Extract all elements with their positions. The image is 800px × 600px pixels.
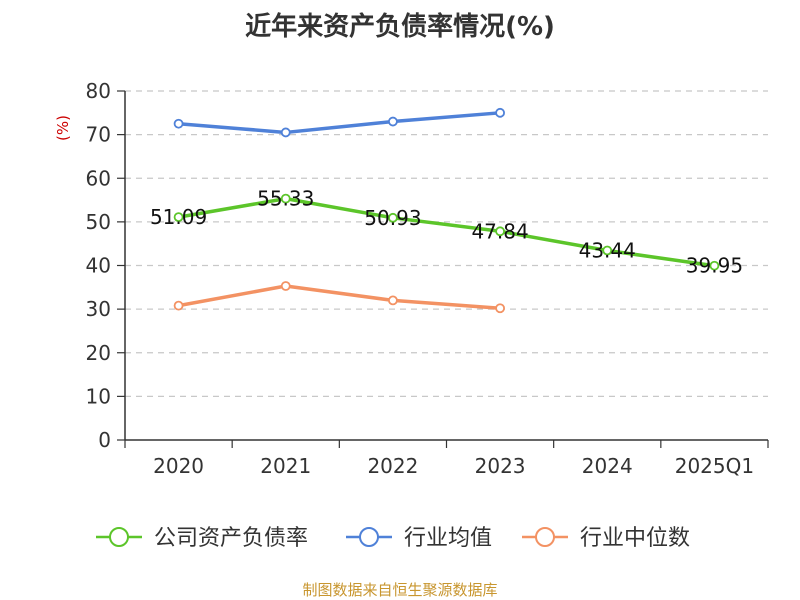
legend-label: 行业中位数	[580, 526, 690, 551]
x-tick-label: 2020	[153, 454, 204, 478]
data-point	[173, 300, 184, 311]
chart-title: 近年来资产负债率情况(%)	[245, 12, 555, 42]
data-label: 39.95	[686, 254, 743, 278]
x-tick-label: 2023	[475, 454, 526, 478]
data-point	[495, 303, 505, 314]
x-tick-label: 2025Q1	[675, 454, 754, 478]
series-line	[178, 196, 715, 268]
data-point	[280, 281, 291, 291]
legend-marker	[535, 527, 555, 547]
y-tick-label: 50	[86, 210, 111, 234]
y-tick-label: 0	[98, 428, 111, 452]
series-line	[178, 111, 501, 135]
legend-label: 公司资产负债率	[154, 526, 308, 551]
series-line	[178, 284, 501, 310]
y-tick-label: 10	[86, 384, 111, 408]
data-point	[388, 212, 398, 223]
data-point	[495, 107, 505, 118]
data-source-note: 制图数据来自恒生聚源数据库	[302, 581, 498, 599]
data-point	[173, 212, 184, 223]
data-point	[388, 116, 398, 127]
legend-marker	[359, 527, 379, 547]
data-label: 47.84	[471, 219, 528, 243]
y-tick-label: 70	[86, 123, 111, 147]
data-label: 51.09	[150, 205, 207, 229]
data-label: 50.93	[364, 206, 421, 230]
legend-label: 行业均值	[404, 526, 492, 551]
data-point	[602, 245, 613, 256]
x-tick-label: 2021	[260, 454, 311, 478]
y-tick-label: 60	[86, 166, 111, 190]
y-tick-label: 40	[86, 254, 111, 278]
data-point	[388, 295, 398, 306]
data-point	[280, 127, 291, 138]
data-point	[495, 226, 505, 237]
y-tick-label: 80	[86, 79, 111, 103]
y-axis-unit: (%)	[54, 115, 72, 141]
legend-marker	[109, 527, 129, 547]
data-label: 43.44	[579, 238, 636, 262]
y-tick-label: 30	[86, 297, 111, 321]
data-label: 55.33	[257, 187, 314, 211]
data-point	[280, 193, 291, 204]
x-tick-label: 2022	[367, 454, 418, 478]
data-point	[709, 260, 720, 271]
x-tick-label: 2024	[582, 454, 633, 478]
data-point	[173, 118, 184, 129]
y-tick-label: 20	[86, 341, 111, 365]
